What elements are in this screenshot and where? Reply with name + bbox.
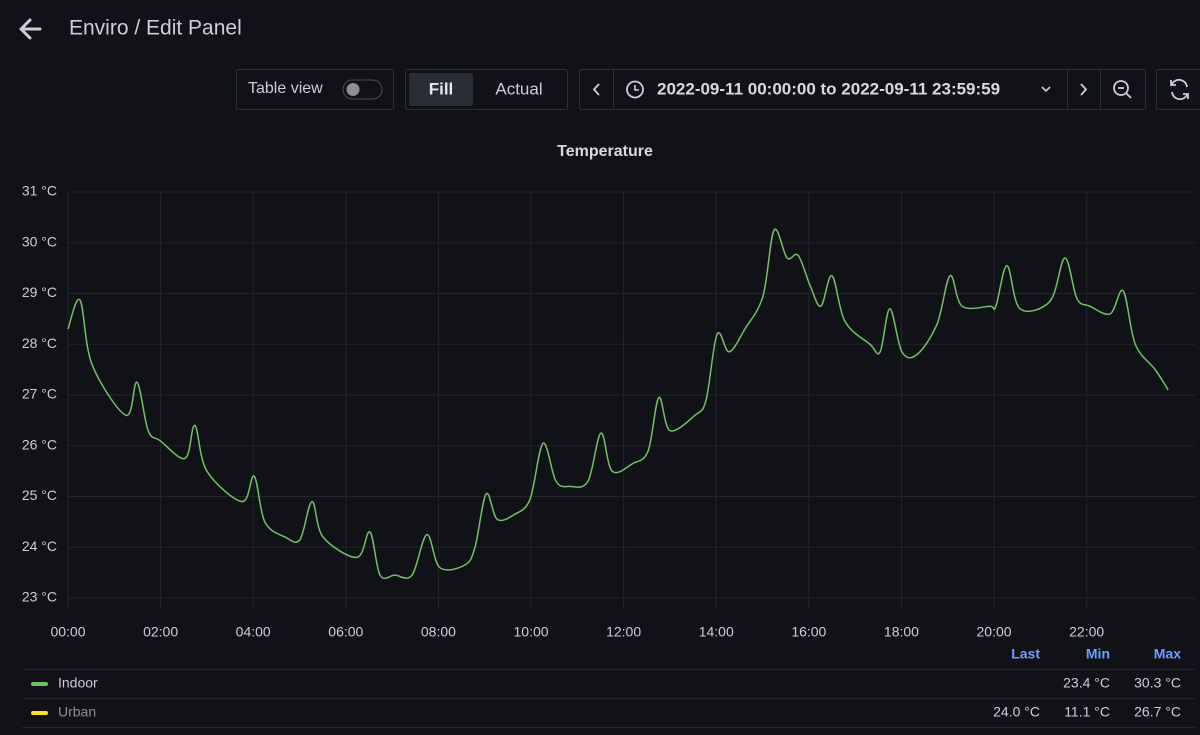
chevron-down xyxy=(1041,86,1051,93)
time-range-picker[interactable]: 2022-09-11 00:00:00 to 2022-09-11 23:59:… xyxy=(626,79,1051,99)
page-title: Enviro / Edit Panel xyxy=(69,17,242,40)
zoom-icon xyxy=(1113,80,1129,96)
legend-stat: 23.4 °C xyxy=(1063,675,1110,691)
refresh-box xyxy=(1156,69,1200,110)
table-view-control[interactable]: Table view xyxy=(236,69,394,110)
toggle-knob xyxy=(346,83,360,96)
legend-stat: 24.0 °C xyxy=(993,704,1040,720)
legend-stat: 30.3 °C xyxy=(1134,675,1181,691)
y-tick-label: 25 °C xyxy=(22,487,57,503)
legend-column-header: Last xyxy=(1011,646,1040,662)
chevron-left xyxy=(592,83,600,96)
legend: Last Min Max Indoor 23.4 °C 30.3 °C Urban 24.0 … xyxy=(22,646,1195,728)
legend-column-header: Max xyxy=(1154,646,1181,662)
legend-swatch xyxy=(31,682,48,686)
x-tick-label: 14:00 xyxy=(699,624,734,640)
time-back-button[interactable] xyxy=(592,83,600,96)
x-tick-label: 02:00 xyxy=(143,624,178,640)
x-tick-label: 08:00 xyxy=(421,624,456,640)
legend-stat: 26.7 °C xyxy=(1134,704,1181,720)
chart-title: Temperature xyxy=(557,143,653,160)
legend-item[interactable]: Indoor xyxy=(31,675,98,691)
legend-label: Urban xyxy=(58,704,96,720)
y-tick-label: 26 °C xyxy=(22,436,57,452)
fill-bg xyxy=(409,73,473,106)
x-tick-label: 00:00 xyxy=(50,624,85,640)
table-view-label: Table view xyxy=(248,80,323,97)
x-tick-label: 16:00 xyxy=(791,624,826,640)
refresh-arrows xyxy=(1170,80,1189,99)
refresh-button[interactable] xyxy=(1156,69,1200,110)
x-tick-label: 22:00 xyxy=(1069,624,1104,640)
back-button[interactable] xyxy=(19,18,42,40)
clock-icon xyxy=(626,80,644,99)
legend-item[interactable]: Urban xyxy=(31,704,96,720)
legend-label: Indoor xyxy=(58,675,98,691)
x-tick-label: 18:00 xyxy=(884,624,919,640)
y-tick-label: 28 °C xyxy=(22,335,57,351)
x-tick-label: 20:00 xyxy=(977,624,1012,640)
zoom-icon-lines xyxy=(1118,87,1132,99)
fill-button[interactable]: Fill xyxy=(409,73,473,106)
y-tick-label: 31 °C xyxy=(22,183,57,199)
x-tick-label: 04:00 xyxy=(236,624,271,640)
chevron-right xyxy=(1080,83,1088,96)
plot: 23 °C 24 °C 25 °C 26 °C 27 °C 28 °C 29 °C 30 °C… xyxy=(22,183,1195,640)
zoom-out-button[interactable] xyxy=(1113,80,1132,99)
refresh-icon xyxy=(1171,78,1188,101)
y-tick-label: 24 °C xyxy=(22,538,57,554)
fill-label: Fill xyxy=(429,79,454,98)
legend-column-header: Min xyxy=(1086,646,1110,662)
legend-swatch xyxy=(31,711,48,715)
time-forward-button[interactable] xyxy=(1080,83,1088,96)
toggle-track xyxy=(342,79,383,100)
clock-hands xyxy=(634,85,639,91)
y-tick-label: 23 °C xyxy=(22,589,57,605)
x-tick-label: 10:00 xyxy=(514,624,549,640)
x-tick-label: 12:00 xyxy=(606,624,641,640)
actual-button[interactable]: Actual xyxy=(495,79,542,98)
x-tick-label: 06:00 xyxy=(328,624,363,640)
actual-label: Actual xyxy=(495,79,542,98)
y-tick-label: 30 °C xyxy=(22,233,57,249)
y-tick-label: 27 °C xyxy=(22,386,57,402)
time-controls xyxy=(579,69,1146,110)
data-line xyxy=(67,228,1169,580)
y-tick-label: 29 °C xyxy=(22,284,57,300)
back-arrow xyxy=(19,18,42,40)
time-range-label: 2022-09-11 00:00:00 to 2022-09-11 23:59:… xyxy=(657,79,1000,98)
legend-stat: 11.1 °C xyxy=(1064,704,1110,720)
